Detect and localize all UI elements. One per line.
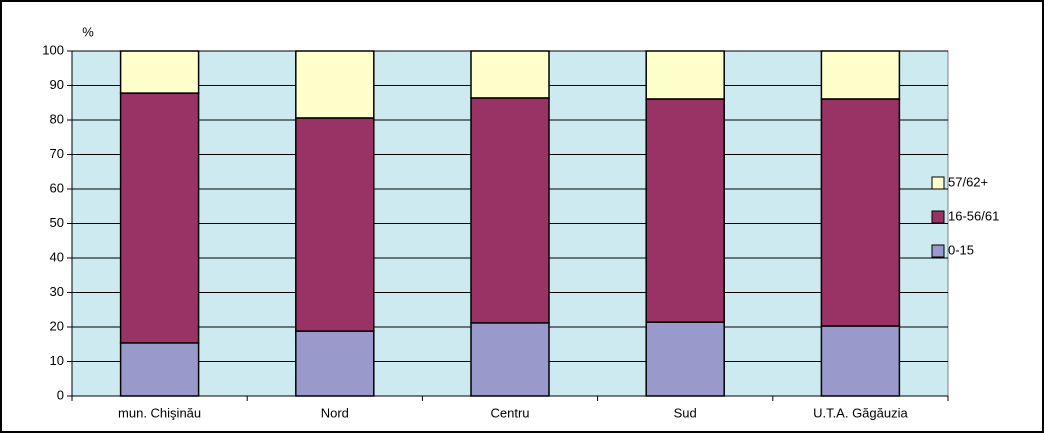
y-tick-label: 40 bbox=[50, 249, 64, 264]
bar-segment bbox=[470, 97, 550, 324]
y-tick-label: 60 bbox=[50, 180, 64, 195]
x-tick-label: Sud bbox=[674, 405, 697, 420]
bar-segment bbox=[470, 50, 550, 99]
y-tick-label: 90 bbox=[50, 77, 64, 92]
x-tick-label: Nord bbox=[321, 405, 349, 420]
bar-segment bbox=[820, 98, 901, 327]
legend-label: 57/62+ bbox=[948, 174, 988, 189]
y-tick-label: 80 bbox=[50, 111, 64, 126]
bar-segment bbox=[820, 50, 901, 100]
bar-segment bbox=[645, 50, 725, 100]
x-tick-label: U.T.A. Găgăuzia bbox=[813, 405, 908, 420]
y-tick-label: 30 bbox=[50, 284, 64, 299]
y-tick-label: 100 bbox=[42, 42, 64, 57]
legend-swatch bbox=[931, 176, 945, 190]
y-tick-label: 70 bbox=[50, 146, 64, 161]
bar-segment bbox=[470, 322, 550, 397]
bar-segment bbox=[119, 92, 200, 344]
y-axis-label: % bbox=[82, 24, 94, 39]
y-tick-label: 20 bbox=[50, 318, 64, 333]
bar-segment bbox=[820, 325, 901, 397]
legend-swatch bbox=[931, 244, 945, 258]
bar-segment bbox=[119, 342, 200, 397]
legend-label: 16-56/61 bbox=[948, 208, 999, 223]
legend-label: 0-15 bbox=[948, 242, 974, 257]
bar-segment bbox=[295, 50, 375, 119]
bar-segment bbox=[295, 330, 375, 397]
x-tick-label: Centru bbox=[490, 405, 529, 420]
x-tick-label: mun. Chişinău bbox=[118, 405, 201, 420]
y-tick-label: 50 bbox=[50, 215, 64, 230]
bar-segment bbox=[645, 321, 725, 397]
bar-segment bbox=[645, 98, 725, 323]
bar-segment bbox=[119, 50, 200, 94]
legend-swatch bbox=[931, 210, 945, 224]
y-tick-label: 10 bbox=[50, 353, 64, 368]
bar-segment bbox=[295, 117, 375, 332]
y-tick-label: 0 bbox=[57, 387, 64, 402]
